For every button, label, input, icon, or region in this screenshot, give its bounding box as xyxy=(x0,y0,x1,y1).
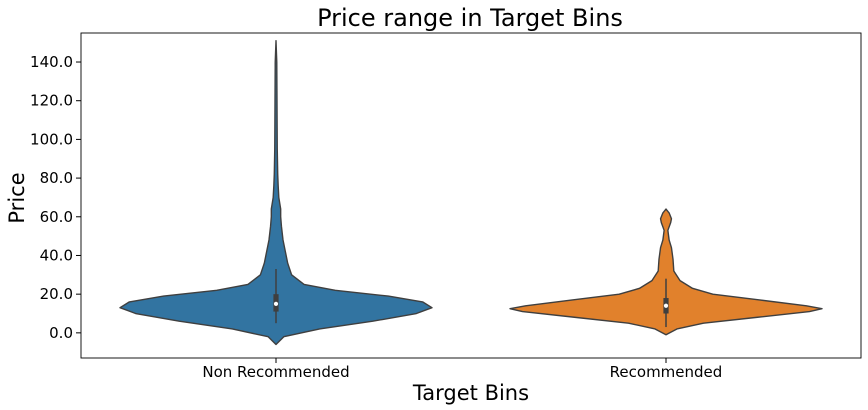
violin-non-recommended xyxy=(119,40,433,346)
x-axis-title: Target Bins xyxy=(412,381,529,405)
chart-title: Price range in Target Bins xyxy=(317,4,623,32)
y-tick-label: 80.0 xyxy=(40,169,73,187)
x-tick-label: Recommended xyxy=(610,363,723,381)
y-axis: 0.0 20.0 40.0 60.0 80.0 100.0 120.0 140.0 xyxy=(30,53,81,342)
y-axis-title: Price xyxy=(5,172,29,223)
y-tick-label: 60.0 xyxy=(40,208,73,226)
y-tick-label: 0.0 xyxy=(49,324,73,342)
y-tick-label: 120.0 xyxy=(30,92,73,110)
x-tick-label: Non Recommended xyxy=(202,363,349,381)
y-tick-label: 100.0 xyxy=(30,130,73,148)
median-dot xyxy=(663,303,669,308)
violin-recommended xyxy=(509,208,823,336)
y-tick-label: 20.0 xyxy=(40,285,73,303)
median-dot xyxy=(273,301,279,306)
y-tick-label: 40.0 xyxy=(40,246,73,264)
plot-frame xyxy=(80,32,862,359)
x-axis: Non Recommended Recommended xyxy=(202,358,722,381)
y-tick-label: 140.0 xyxy=(30,53,73,71)
violins-group xyxy=(119,40,823,346)
